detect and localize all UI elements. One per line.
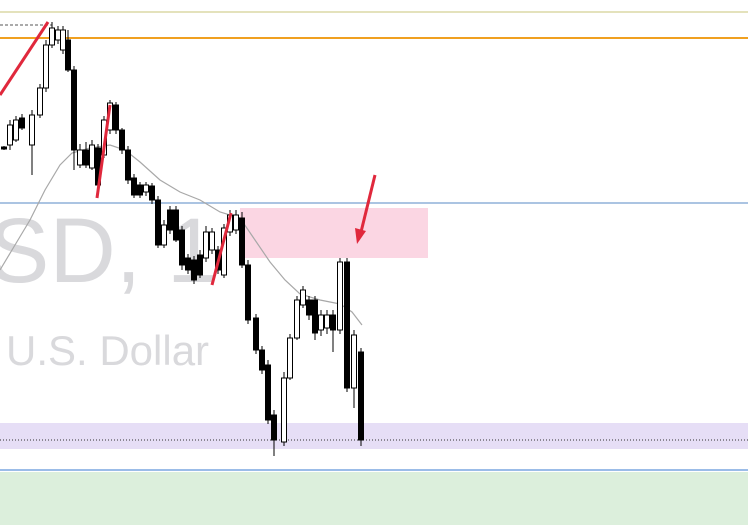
candle-body — [137, 184, 143, 196]
candle-body — [13, 119, 19, 141]
candle-body — [89, 144, 95, 169]
candle-body — [37, 87, 43, 116]
supply-zone — [240, 208, 428, 258]
candle-body — [281, 377, 287, 443]
candle-body — [179, 229, 185, 266]
candle-body — [358, 351, 364, 441]
moving-average — [0, 144, 363, 326]
candle-body — [19, 117, 25, 129]
candle-body — [265, 364, 271, 421]
candle-body — [125, 149, 131, 181]
arrow — [359, 174, 377, 233]
arrow-head — [355, 228, 366, 244]
watermark-description: U.S. Dollar — [6, 327, 209, 374]
candle-body — [191, 259, 197, 281]
candle-body — [324, 314, 330, 329]
candle-body — [344, 261, 350, 389]
candle-body — [7, 124, 13, 146]
candle-body — [351, 334, 357, 389]
candle-body — [167, 209, 173, 231]
trend-line — [210, 212, 233, 286]
candle-body — [83, 149, 89, 166]
candle-body — [143, 184, 149, 193]
candle-body — [29, 114, 35, 146]
candle-body — [65, 39, 71, 71]
candle-body — [306, 299, 312, 316]
candle-body — [77, 149, 83, 166]
candle-body — [43, 44, 49, 89]
candle-body — [149, 185, 155, 201]
candle-body — [131, 177, 137, 196]
candle-body — [71, 69, 77, 151]
candle-body — [330, 314, 336, 331]
candle-body — [113, 104, 119, 131]
demand-zone — [0, 472, 748, 525]
candle-body — [337, 261, 343, 331]
candle-body — [119, 129, 125, 151]
candle-body — [209, 231, 215, 251]
candle-body — [312, 299, 318, 334]
candle-body — [318, 314, 324, 331]
candle-body — [173, 209, 179, 241]
candle-body — [197, 254, 203, 276]
price-zone — [0, 423, 748, 449]
trend-line — [0, 21, 50, 96]
candle-body — [253, 317, 259, 351]
candle-body — [271, 414, 277, 441]
candle-body — [233, 214, 239, 231]
candle-body — [259, 349, 265, 371]
candle-body — [1, 146, 7, 150]
candle-body — [203, 231, 209, 259]
candle-body — [49, 27, 55, 46]
candles — [1, 22, 364, 456]
trend-line — [95, 104, 112, 199]
candle-body — [185, 257, 191, 271]
candle-body — [161, 224, 167, 246]
candle-body — [155, 199, 161, 246]
candle-body — [300, 289, 306, 306]
candle-body — [55, 29, 61, 41]
candle-body — [239, 217, 245, 266]
candle-body — [294, 299, 300, 339]
candle-body — [287, 337, 293, 379]
candle-body — [60, 29, 66, 51]
candle-body — [245, 264, 251, 321]
